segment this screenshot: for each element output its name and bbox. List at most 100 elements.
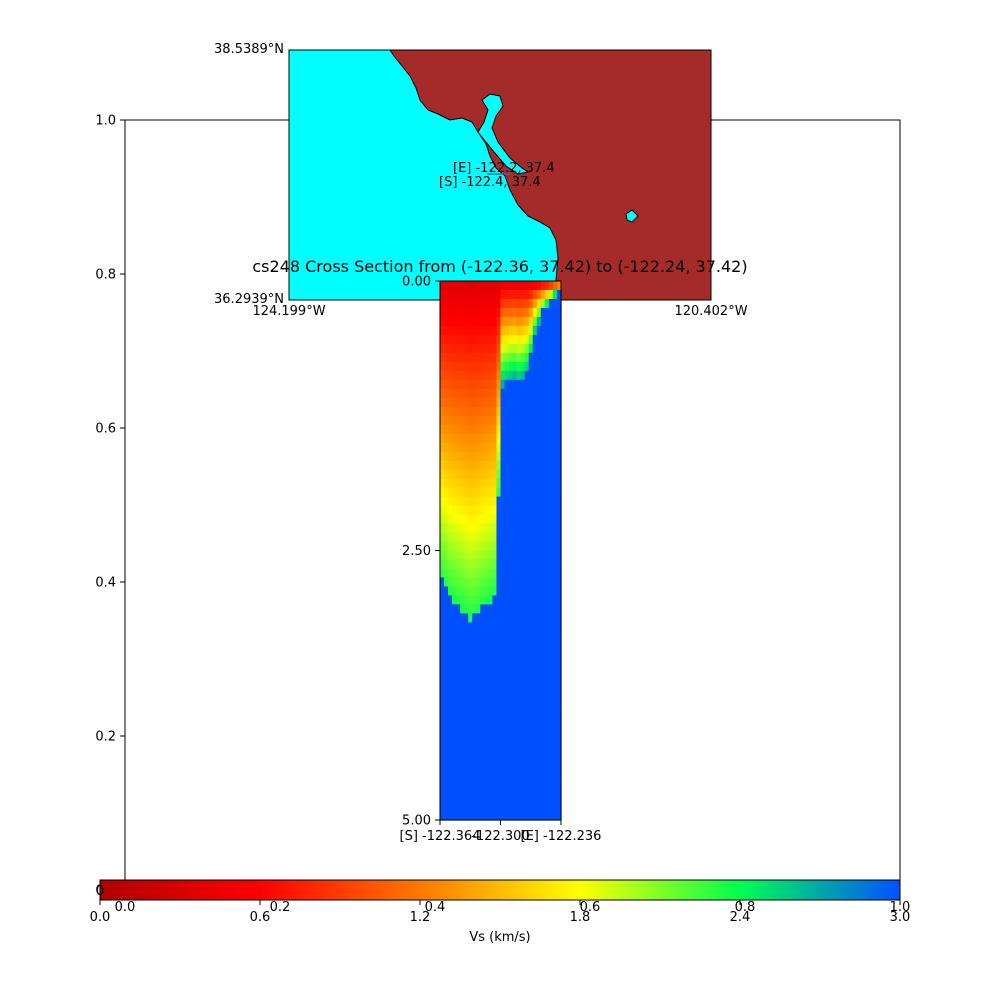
cross-section-cell [456, 748, 461, 758]
cross-section-cell [460, 649, 465, 659]
cross-section-cell [536, 541, 542, 552]
cross-section-cell [440, 379, 445, 390]
cross-section-cell [532, 775, 538, 785]
cross-section-cell [448, 613, 453, 623]
cross-section-cell [476, 667, 481, 677]
cross-section-cell [480, 640, 485, 650]
cross-section-cell [492, 685, 498, 695]
outer-y-ticks: 0.00.20.40.60.81.0 [95, 114, 125, 899]
cross-section-cell [464, 811, 469, 821]
cross-section-cell [484, 550, 489, 561]
cross-section-cell [552, 532, 558, 543]
cross-section-cell [472, 667, 477, 677]
cross-section-cell [484, 325, 489, 336]
cross-section-cell [480, 757, 485, 767]
cross-section-cell [460, 748, 465, 758]
cross-section-cell [528, 424, 534, 435]
cross-section-cell [552, 685, 558, 695]
cross-section-cell [500, 532, 506, 543]
cross-section-cell [540, 631, 546, 641]
cross-section-cell [480, 595, 485, 605]
cross-section-cell [488, 622, 494, 632]
colorbar-overlay-tick-label: 0.2 [270, 900, 291, 915]
cross-section-cell [508, 532, 514, 543]
cross-section-cell [544, 703, 550, 713]
cross-section-cell [536, 307, 542, 318]
cross-section-cell [552, 694, 558, 704]
cross-section-cell [532, 523, 538, 534]
cross-section-cell [504, 712, 510, 722]
cross-section-cell [512, 406, 518, 417]
cross-section-cell [464, 478, 469, 489]
cross-section-cell [548, 586, 554, 597]
cross-section-cell [548, 523, 554, 534]
cross-section-cell [548, 289, 554, 300]
cross-section-cell [528, 559, 534, 570]
cross-section-cell [468, 658, 473, 668]
cross-section-cell [448, 352, 453, 363]
cross-section-cell [440, 433, 445, 444]
cross-section-cell [448, 415, 453, 426]
cross-section-cell [444, 748, 449, 758]
colorbar-ticks: 0.0 0.6 1.2 1.8 2.4 3.0 [90, 900, 910, 925]
cross-section-cell [524, 811, 530, 821]
cross-section-cell [496, 496, 502, 507]
cross-section-cell [480, 379, 485, 390]
cross-section-cell [460, 784, 465, 794]
cross-section-cell [480, 658, 485, 668]
cross-section-cell [440, 496, 445, 507]
cross-section-cell [440, 730, 445, 740]
cross-section-cell [484, 658, 489, 668]
cross-section-cell [528, 676, 534, 686]
cross-section-cell [532, 361, 538, 372]
cross-section-cell [532, 433, 538, 444]
cross-section-cell [552, 739, 558, 749]
cross-section-cell [452, 649, 457, 659]
cross-section-cell [528, 541, 534, 552]
cross-section-cell [460, 487, 465, 498]
cross-section-cell [544, 721, 550, 731]
cross-section-cell [444, 361, 449, 372]
cross-section-cell [532, 298, 538, 309]
cross-section-cell [468, 325, 473, 336]
cross-section-cell [552, 514, 558, 525]
cross-section-cell [476, 352, 481, 363]
cross-section-cell [504, 757, 510, 767]
cross-section-cell [516, 712, 522, 722]
cross-section-cell [496, 577, 502, 588]
cross-section-cell [456, 811, 461, 821]
cross-section-cell [524, 442, 530, 453]
cross-section-cell [464, 451, 469, 462]
cross-section-cell [444, 298, 449, 309]
cross-section-cell [464, 667, 469, 677]
cross-section-cell [468, 622, 473, 632]
cross-section-cell [472, 532, 477, 543]
cross-section-cell [476, 775, 481, 785]
cross-section-cell [540, 451, 546, 462]
cross-section-cell [500, 505, 506, 516]
cross-section-cell [492, 289, 498, 300]
cross-section-cell [464, 694, 469, 704]
cross-section-cell [452, 325, 457, 336]
cross-section-cell [484, 424, 489, 435]
cross-section-cell [468, 469, 473, 480]
cross-section-cell [480, 532, 485, 543]
cross-section-cell [492, 424, 498, 435]
cross-section-cell [452, 298, 457, 309]
cross-section-cell [484, 307, 489, 318]
cross-section-cell [496, 361, 502, 372]
cross-section-cell [516, 811, 522, 821]
cross-section-cell [544, 442, 550, 453]
cross-section-cell [464, 460, 469, 471]
cross-section-cell [492, 388, 498, 399]
cross-section-cell [480, 631, 485, 641]
cross-section-cell [508, 793, 514, 803]
cross-section-cell [512, 307, 518, 318]
cross-section-cell [496, 703, 502, 713]
cross-section-cell [480, 298, 485, 309]
cross-section-cell [524, 478, 530, 489]
cross-section-cell [552, 577, 558, 588]
cross-section-cell [476, 361, 481, 372]
cross-section-cell [508, 631, 514, 641]
cross-section-cell [460, 730, 465, 740]
